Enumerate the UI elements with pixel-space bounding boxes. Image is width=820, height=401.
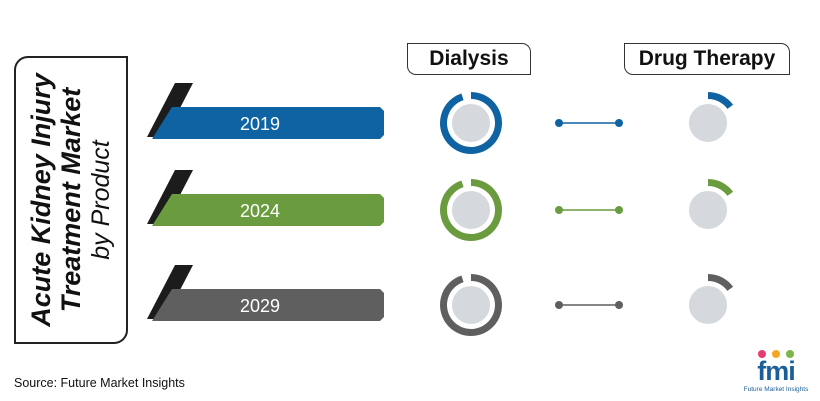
- row-2029-banner-shadow: [147, 265, 193, 319]
- fmi-logo: fmi Future Market Insights: [738, 348, 814, 396]
- row-2019-dialysis-donut-arc: [440, 92, 502, 154]
- row-2019-banner-shadow: [147, 83, 193, 137]
- chart-title-box: Acute Kidney Injury Treatment Market by …: [14, 56, 128, 344]
- logo-dot-1: [758, 350, 766, 358]
- logo-dot-3: [786, 350, 794, 358]
- row-2024-dialysis-donut-center: [450, 189, 492, 231]
- row-2024-dialysis-donut-arc: [440, 179, 502, 241]
- row-2024-year-label: 2024: [240, 201, 280, 221]
- row-2019-year-banner: [152, 107, 384, 139]
- logo-dot-2: [772, 350, 780, 358]
- source-note: Source: Future Market Insights: [14, 376, 185, 390]
- chart-title-line-1: Acute Kidney Injury: [26, 73, 56, 327]
- row-2019-connector-dot-left: [555, 119, 563, 127]
- row-2029-connector-dot-left: [555, 301, 563, 309]
- row-2029-year-banner: [152, 289, 384, 321]
- row-2029-dialysis-donut-center: [450, 284, 492, 326]
- row-2019-dialysis-donut-center: [450, 102, 492, 144]
- row-2029-dialysis-donut-arc: [440, 274, 502, 336]
- row-2024-drug-therapy-donut-center: [687, 189, 729, 231]
- chart-title-line-2: Treatment Market: [56, 87, 86, 313]
- row-2024-banner-shadow: [147, 170, 193, 224]
- row-2019-drug-therapy-donut-arc: [707, 92, 734, 110]
- logo-tagline: Future Market Insights: [743, 386, 809, 393]
- row-2024-year-banner: [152, 194, 384, 226]
- row-2029-year-label: 2029: [240, 296, 280, 316]
- row-2029-drug-therapy-donut-arc: [707, 274, 734, 292]
- column-header-dialysis: Dialysis: [407, 43, 531, 75]
- row-2024-drug-therapy-donut-arc: [707, 179, 734, 197]
- row-2019-year-label: 2019: [240, 114, 280, 134]
- row-2029-connector-dot-right: [615, 301, 623, 309]
- row-2029-drug-therapy-donut-center: [687, 284, 729, 326]
- row-2019-connector-dot-right: [615, 119, 623, 127]
- logo-word: fmi: [757, 356, 796, 386]
- chart-subtitle: by Product: [87, 140, 115, 260]
- row-2024-connector-dot-left: [555, 206, 563, 214]
- column-header-drug-therapy: Drug Therapy: [624, 43, 790, 75]
- row-2024-connector-dot-right: [615, 206, 623, 214]
- row-2019-drug-therapy-donut-center: [687, 102, 729, 144]
